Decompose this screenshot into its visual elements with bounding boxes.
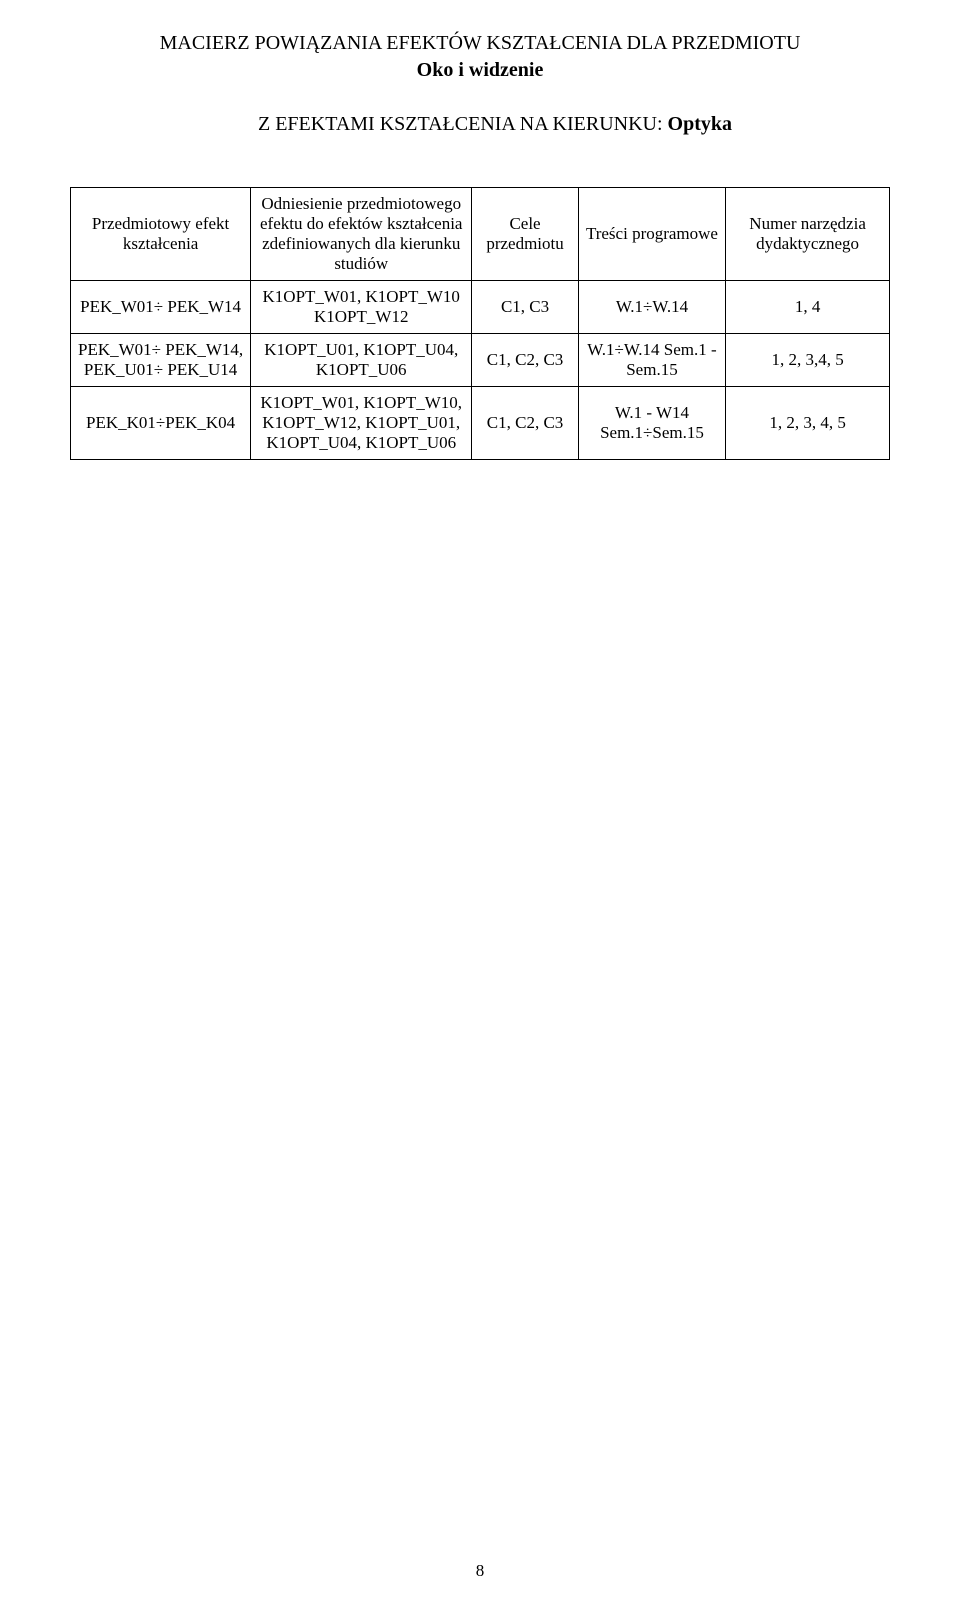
title-line-2: Oko i widzenie xyxy=(80,57,880,84)
cell-r3c5: 1, 2, 3, 4, 5 xyxy=(726,387,890,460)
table-row: PEK_W01÷ PEK_W14, PEK_U01÷ PEK_U14 K1OPT… xyxy=(71,334,890,387)
table-row: PEK_K01÷PEK_K04 K1OPT_W01, K1OPT_W10, K1… xyxy=(71,387,890,460)
title-line-3: Z EFEKTAMI KSZTAŁCENIA NA KIERUNKU: Opty… xyxy=(80,84,880,165)
cell-r2c2: K1OPT_U01, K1OPT_U04, K1OPT_U06 xyxy=(251,334,472,387)
col-header-2: Odniesienie przedmiotowego efektu do efe… xyxy=(251,188,472,281)
cell-r3c1: PEK_K01÷PEK_K04 xyxy=(71,387,251,460)
matrix-table: Przedmiotowy efekt kształcenia Odniesien… xyxy=(70,187,890,460)
title-block: MACIERZ POWIĄZANIA EFEKTÓW KSZTAŁCENIA D… xyxy=(70,30,890,165)
cell-r2c4: W.1÷W.14 Sem.1 - Sem.15 xyxy=(578,334,725,387)
title-line-3-prefix: Z EFEKTAMI KSZTAŁCENIA NA KIERUNKU: xyxy=(258,113,668,135)
cell-r1c5: 1, 4 xyxy=(726,281,890,334)
title-line-1: MACIERZ POWIĄZANIA EFEKTÓW KSZTAŁCENIA D… xyxy=(80,30,880,57)
cell-r2c1: PEK_W01÷ PEK_W14, PEK_U01÷ PEK_U14 xyxy=(71,334,251,387)
cell-r1c3: C1, C3 xyxy=(472,281,578,334)
title-line-3-bold: Optyka xyxy=(668,113,732,135)
cell-r3c3: C1, C2, C3 xyxy=(472,387,578,460)
col-header-5: Numer narzędzia dydaktycznego xyxy=(726,188,890,281)
page-number: 8 xyxy=(0,1561,960,1581)
col-header-3: Cele przedmiotu xyxy=(472,188,578,281)
cell-r1c2: K1OPT_W01, K1OPT_W10 K1OPT_W12 xyxy=(251,281,472,334)
table-header-row: Przedmiotowy efekt kształcenia Odniesien… xyxy=(71,188,890,281)
table-row: PEK_W01÷ PEK_W14 K1OPT_W01, K1OPT_W10 K1… xyxy=(71,281,890,334)
page: MACIERZ POWIĄZANIA EFEKTÓW KSZTAŁCENIA D… xyxy=(0,0,960,1617)
col-header-4: Treści programowe xyxy=(578,188,725,281)
cell-r3c4: W.1 - W14 Sem.1÷Sem.15 xyxy=(578,387,725,460)
cell-r1c4: W.1÷W.14 xyxy=(578,281,725,334)
col-header-1: Przedmiotowy efekt kształcenia xyxy=(71,188,251,281)
cell-r3c2: K1OPT_W01, K1OPT_W10, K1OPT_W12, K1OPT_U… xyxy=(251,387,472,460)
cell-r2c3: C1, C2, C3 xyxy=(472,334,578,387)
cell-r1c1: PEK_W01÷ PEK_W14 xyxy=(71,281,251,334)
cell-r2c5: 1, 2, 3,4, 5 xyxy=(726,334,890,387)
